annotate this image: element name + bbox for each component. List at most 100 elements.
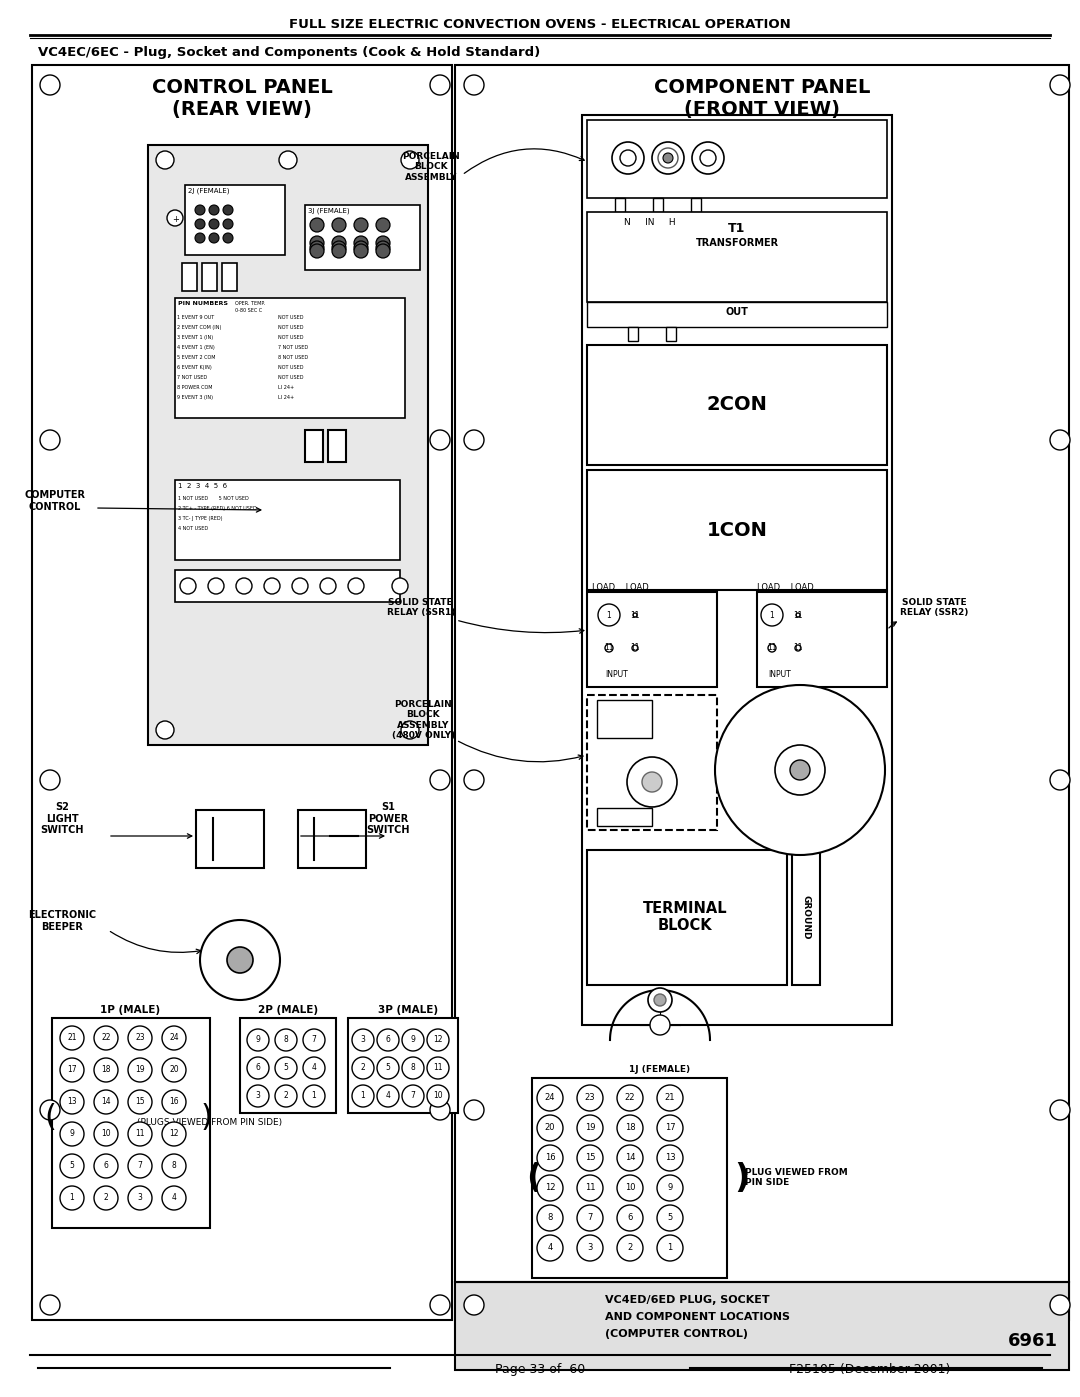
- Bar: [588, 694, 717, 830]
- Circle shape: [310, 242, 324, 256]
- Text: 2CON: 2CON: [706, 395, 768, 415]
- Text: 12: 12: [433, 1035, 443, 1045]
- Circle shape: [208, 578, 224, 594]
- Circle shape: [377, 1030, 399, 1051]
- Circle shape: [40, 770, 60, 789]
- Text: 3: 3: [256, 1091, 260, 1101]
- Text: +: +: [172, 215, 179, 224]
- Circle shape: [605, 644, 613, 652]
- Text: SOLID STATE
RELAY (SSR1): SOLID STATE RELAY (SSR1): [387, 598, 455, 617]
- Text: 10: 10: [433, 1091, 443, 1101]
- Text: AND COMPONENT LOCATIONS: AND COMPONENT LOCATIONS: [605, 1312, 789, 1322]
- Bar: [691, 198, 701, 212]
- Text: 15: 15: [584, 1154, 595, 1162]
- Circle shape: [60, 1058, 84, 1083]
- Bar: [148, 145, 428, 745]
- Text: 24: 24: [544, 1094, 555, 1102]
- Circle shape: [129, 1154, 152, 1178]
- Text: 19: 19: [584, 1123, 595, 1133]
- Circle shape: [402, 1085, 424, 1106]
- Circle shape: [348, 578, 364, 594]
- Circle shape: [162, 1090, 186, 1113]
- Circle shape: [430, 770, 450, 789]
- Circle shape: [537, 1235, 563, 1261]
- Circle shape: [129, 1122, 152, 1146]
- Circle shape: [247, 1085, 269, 1106]
- Text: PORCELAIN
BLOCK
ASSEMBLY: PORCELAIN BLOCK ASSEMBLY: [402, 152, 460, 182]
- Circle shape: [354, 244, 368, 258]
- Circle shape: [222, 233, 233, 243]
- Circle shape: [352, 1030, 374, 1051]
- Text: 8 NOT USED: 8 NOT USED: [278, 355, 308, 360]
- Text: GROUND: GROUND: [801, 894, 810, 939]
- Text: 1 NOT USED       5 NOT USED: 1 NOT USED 5 NOT USED: [178, 496, 248, 502]
- Circle shape: [537, 1175, 563, 1201]
- Circle shape: [354, 218, 368, 232]
- Circle shape: [617, 1115, 643, 1141]
- Text: COMPONENT PANEL
(FRONT VIEW): COMPONENT PANEL (FRONT VIEW): [653, 78, 870, 119]
- Text: 1CON: 1CON: [706, 521, 768, 539]
- Circle shape: [464, 430, 484, 450]
- Bar: [532, 1078, 727, 1278]
- Text: 11: 11: [584, 1183, 595, 1193]
- Circle shape: [577, 1115, 603, 1141]
- Text: OPER. TEMP.: OPER. TEMP.: [235, 300, 265, 306]
- Circle shape: [94, 1154, 118, 1178]
- Circle shape: [310, 244, 324, 258]
- Circle shape: [642, 773, 662, 792]
- Text: 4 NOT USED: 4 NOT USED: [178, 527, 208, 531]
- Text: 6: 6: [627, 1214, 633, 1222]
- Circle shape: [775, 745, 825, 795]
- Circle shape: [210, 205, 219, 215]
- Text: 2: 2: [361, 1063, 365, 1073]
- Bar: [175, 298, 405, 418]
- Bar: [588, 592, 717, 687]
- Text: 9: 9: [256, 1035, 260, 1045]
- Circle shape: [332, 236, 346, 250]
- Circle shape: [1050, 1099, 1070, 1120]
- Bar: [298, 810, 366, 868]
- Circle shape: [464, 1099, 484, 1120]
- Text: 15: 15: [135, 1098, 145, 1106]
- Circle shape: [401, 151, 419, 169]
- Text: 22: 22: [102, 1034, 111, 1042]
- Text: PIN NUMBERS: PIN NUMBERS: [178, 300, 228, 306]
- Text: CONTROL PANEL
(REAR VIEW): CONTROL PANEL (REAR VIEW): [151, 78, 333, 119]
- Circle shape: [612, 142, 644, 175]
- Text: FULL SIZE ELECTRIC CONVECTION OVENS - ELECTRICAL OPERATION: FULL SIZE ELECTRIC CONVECTION OVENS - EL…: [289, 18, 791, 31]
- Text: ): ): [200, 1104, 212, 1133]
- Circle shape: [60, 1090, 84, 1113]
- Text: 7: 7: [410, 1091, 416, 1101]
- Bar: [305, 205, 420, 270]
- Circle shape: [195, 205, 205, 215]
- Circle shape: [210, 219, 219, 229]
- Circle shape: [247, 1058, 269, 1078]
- Bar: [202, 263, 217, 291]
- Text: 16: 16: [170, 1098, 179, 1106]
- Text: 11: 11: [631, 610, 639, 619]
- Text: 7: 7: [311, 1035, 316, 1045]
- Circle shape: [94, 1058, 118, 1083]
- Circle shape: [162, 1154, 186, 1178]
- Text: 6: 6: [104, 1161, 108, 1171]
- Text: 3P (MALE): 3P (MALE): [378, 1004, 438, 1016]
- Bar: [348, 1018, 458, 1113]
- Circle shape: [795, 645, 801, 651]
- Bar: [52, 1018, 210, 1228]
- Text: 6961: 6961: [1008, 1331, 1058, 1350]
- Circle shape: [60, 1122, 84, 1146]
- Text: 1: 1: [667, 1243, 673, 1253]
- Circle shape: [332, 242, 346, 256]
- Text: 23: 23: [584, 1094, 595, 1102]
- Bar: [328, 430, 346, 462]
- Text: 2P (MALE): 2P (MALE): [258, 1004, 319, 1016]
- Bar: [455, 1282, 1069, 1370]
- Text: 12: 12: [170, 1130, 179, 1139]
- Text: 9: 9: [69, 1130, 75, 1139]
- Circle shape: [180, 578, 195, 594]
- Bar: [195, 810, 264, 868]
- Circle shape: [129, 1090, 152, 1113]
- Circle shape: [94, 1090, 118, 1113]
- Text: 5 EVENT 2 COM: 5 EVENT 2 COM: [177, 355, 216, 360]
- Text: 12: 12: [544, 1183, 555, 1193]
